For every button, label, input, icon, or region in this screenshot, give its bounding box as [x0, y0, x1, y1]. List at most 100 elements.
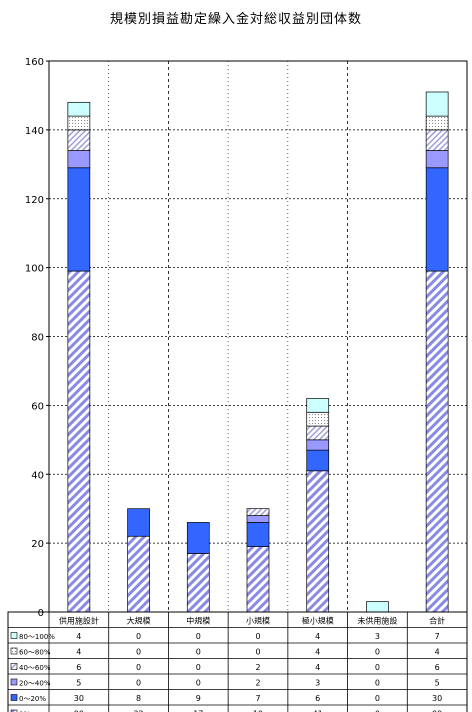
y-tick-label: 140 [25, 126, 44, 137]
category-label: 合計 [429, 616, 445, 626]
bar-segment [425, 167, 449, 272]
data-label: 30 [432, 694, 442, 703]
data-label: 0 [375, 663, 380, 672]
legend-label: 0～20% [19, 695, 46, 703]
data-label: 0 [136, 663, 141, 672]
data-label: 2 [255, 679, 260, 688]
legend-label: 20～40% [19, 680, 51, 688]
bar-segment [127, 535, 150, 613]
data-label: 0 [196, 663, 201, 672]
bar-segment [67, 150, 91, 169]
data-label: 6 [315, 694, 320, 703]
legend-swatch [10, 647, 18, 655]
bar-segment [306, 425, 330, 441]
data-label: 41 [313, 710, 323, 712]
bar-segment [425, 91, 449, 117]
bar-segment [67, 167, 91, 272]
data-label: 99 [432, 710, 442, 712]
legend-swatch [10, 694, 18, 701]
y-tick-label: 120 [25, 195, 44, 206]
bar-segment [127, 508, 150, 537]
data-label: 9 [196, 694, 201, 703]
bar-segment [67, 101, 91, 117]
bar-segment [306, 411, 330, 427]
data-label: 8 [136, 694, 141, 703]
category-label: 小規模 [246, 616, 270, 626]
data-label: 4 [435, 648, 440, 657]
data-label: 0 [136, 648, 141, 657]
data-label: 7 [435, 632, 440, 641]
bar-segment [246, 515, 270, 523]
data-label: 0 [375, 679, 380, 688]
data-label: 0 [375, 648, 380, 657]
bar-segment [246, 522, 270, 547]
legend-swatch [10, 663, 18, 670]
data-label: 0 [196, 648, 201, 657]
bar-segment [425, 270, 449, 613]
data-label: 4 [315, 663, 320, 672]
data-label: 6 [76, 663, 81, 672]
data-label: 5 [435, 679, 440, 688]
y-tick-label: 160 [25, 57, 44, 68]
data-label: 22 [133, 710, 143, 712]
legend-swatch [10, 678, 18, 686]
legend-label: 60～80% [19, 649, 51, 657]
data-label: 0 [375, 710, 380, 712]
data-label: 19 [253, 710, 263, 712]
data-label: 7 [255, 694, 260, 703]
data-label: 5 [76, 679, 81, 688]
category-label: 未供用施設 [357, 616, 397, 626]
data-label: 2 [255, 663, 260, 672]
bar-segment [425, 150, 449, 169]
data-label: 17 [193, 710, 203, 712]
bar-segment [67, 115, 91, 131]
legend-swatch [10, 709, 18, 712]
bar-segment [186, 522, 210, 554]
bar-segment [186, 553, 210, 613]
data-label: 4 [76, 632, 81, 641]
legend-label: 80～100% [19, 633, 55, 641]
y-tick-label: 100 [25, 264, 44, 275]
category-label: 極小規模 [302, 616, 334, 626]
bar-segment [67, 270, 91, 613]
chart-title: 規模別損益勘定繰入金対総収益別団体数 [109, 12, 362, 27]
y-tick-label: 60 [31, 401, 44, 412]
data-label: 3 [375, 632, 380, 641]
bar-segment [67, 129, 91, 151]
y-tick-label: 80 [31, 333, 44, 344]
category-label: 供用施設計 [59, 616, 99, 626]
bar-segment [246, 546, 270, 613]
data-label: 0 [255, 632, 260, 641]
legend-label: 0% [19, 711, 30, 712]
data-label: 0 [255, 648, 260, 657]
data-label: 0 [196, 679, 201, 688]
legend-swatch [10, 632, 18, 639]
data-label: 4 [315, 632, 320, 641]
bar-segment [425, 115, 449, 131]
category-label: 大規模 [127, 616, 151, 626]
legend-label: 40～60% [19, 664, 51, 672]
y-tick-label: 0 [38, 608, 44, 619]
data-label: 30 [74, 694, 84, 703]
data-label: 0 [196, 632, 201, 641]
category-label: 中規模 [186, 616, 210, 626]
data-label: 4 [315, 648, 320, 657]
bar-segment [306, 449, 330, 472]
bar-segment [306, 439, 330, 451]
data-label: 99 [74, 710, 84, 712]
y-tick-label: 40 [31, 470, 44, 481]
data-label: 0 [136, 679, 141, 688]
data-label: 3 [315, 679, 320, 688]
data-label: 0 [375, 694, 380, 703]
y-tick-label: 20 [31, 539, 44, 550]
data-label: 6 [435, 663, 440, 672]
data-label: 0 [136, 632, 141, 641]
bar-segment [306, 470, 330, 613]
bar-segment [306, 398, 330, 413]
bar-segment [366, 601, 389, 613]
bar-segment [246, 508, 270, 516]
data-label: 4 [76, 648, 81, 657]
bar-segment [425, 129, 449, 151]
